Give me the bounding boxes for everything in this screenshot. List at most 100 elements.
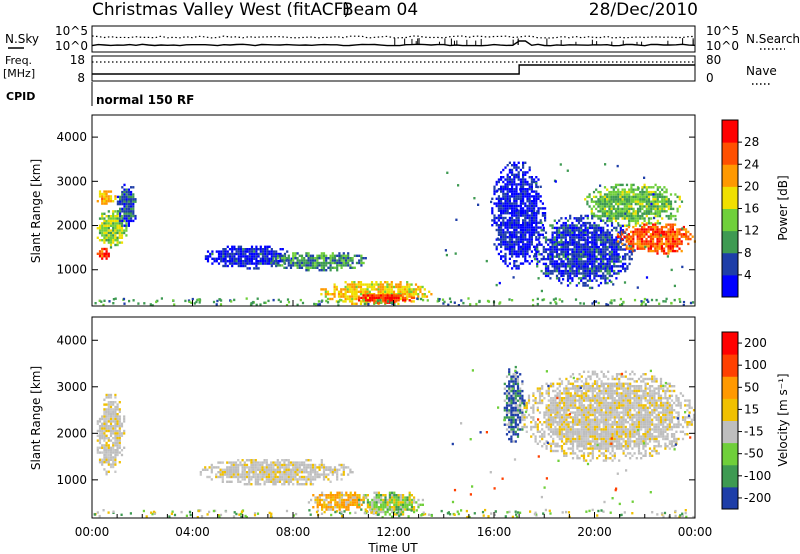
heatmap-cell (511, 178, 514, 181)
heatmap-cell (109, 222, 113, 225)
heatmap-cell (208, 475, 211, 479)
heatmap-cell (382, 494, 385, 497)
heatmap-cell (522, 209, 525, 212)
heatmap-cell (380, 501, 383, 504)
heatmap-cell (114, 461, 117, 464)
heatmap-cell (318, 496, 321, 499)
heatmap-cell (511, 250, 514, 253)
heatmap-cell (654, 193, 657, 196)
heatmap-cell (636, 247, 639, 250)
heatmap-cell (377, 296, 380, 300)
heatmap-cell (528, 166, 531, 169)
heatmap-cell (591, 214, 594, 218)
heatmap-cell (356, 496, 359, 499)
heatmap-cell (340, 478, 343, 481)
heatmap-cell (250, 466, 253, 469)
heatmap-cell (630, 242, 633, 246)
heatmap-cell (667, 200, 670, 203)
heatmap-cell (408, 494, 411, 497)
heatmap-cell (332, 498, 335, 502)
heatmap-cell (500, 197, 503, 200)
heatmap-cell (646, 298, 649, 302)
heatmap-cell (281, 459, 284, 462)
heatmap-cell (123, 229, 126, 232)
heatmap-cell (283, 461, 286, 464)
heatmap-cell (502, 192, 505, 196)
heatmap-cell (112, 446, 115, 449)
heatmap-cell (617, 214, 620, 218)
heatmap-cell (296, 303, 299, 307)
heatmap-cell (98, 429, 102, 433)
heatmap-cell (533, 202, 536, 205)
heatmap-cell (123, 231, 126, 235)
heatmap-cell (558, 233, 561, 237)
heatmap-cell (634, 219, 637, 223)
heatmap-cell (532, 411, 535, 414)
heatmap-cell (575, 241, 578, 244)
heatmap-cell (604, 279, 607, 282)
heatmap-cell (619, 198, 622, 201)
heatmap-cell (118, 422, 121, 425)
heatmap-cell (413, 510, 416, 514)
heatmap-cell (272, 298, 275, 302)
heatmap-cell (621, 262, 625, 266)
heatmap-cell (199, 471, 202, 474)
heatmap-cell (590, 212, 593, 215)
heatmap-cell (599, 236, 603, 239)
heatmap-cell (654, 222, 657, 225)
heatmap-cell (647, 190, 651, 194)
heatmap-cell (98, 190, 102, 193)
heatmap-cell (643, 210, 646, 213)
heatmap-cell (239, 252, 243, 256)
heatmap-cell (320, 288, 323, 291)
heatmap-cell (524, 248, 527, 251)
heatmap-cell (263, 483, 266, 486)
heatmap-cell (551, 236, 554, 239)
heatmap-cell (107, 401, 110, 404)
heatmap-cell (678, 247, 681, 250)
heatmap-cell (508, 430, 511, 434)
heatmap-cell (553, 267, 556, 270)
heatmap-cell (551, 248, 554, 251)
heatmap-cell (544, 219, 547, 222)
heatmap-cell (515, 202, 518, 205)
heatmap-cell (530, 183, 533, 186)
colorbar-swatch (722, 142, 738, 165)
heatmap-cell (281, 478, 284, 481)
heatmap-cell (564, 245, 567, 249)
heatmap-cell (652, 228, 655, 231)
heatmap-cell (519, 207, 522, 210)
heatmap-cell (375, 513, 378, 516)
heatmap-cell (636, 217, 640, 220)
heatmap-cell (362, 298, 365, 302)
heatmap-cell (502, 224, 505, 227)
heatmap-cell (314, 257, 317, 260)
heatmap-cell (685, 233, 688, 236)
heatmap-cell (206, 255, 210, 258)
heatmap-cell (639, 210, 642, 213)
heatmap-cell (309, 471, 312, 474)
heatmap-cell (406, 288, 409, 291)
heatmap-cell (549, 423, 553, 426)
heatmap-cell (547, 272, 550, 275)
heatmap-cell (674, 193, 677, 196)
heatmap-cell (123, 302, 126, 305)
heatmap-cell (228, 480, 231, 483)
heatmap-cell (637, 187, 640, 190)
heatmap-cell (593, 238, 596, 242)
heatmap-cell (606, 231, 609, 234)
heatmap-cell (523, 413, 526, 417)
heatmap-cell (100, 300, 103, 303)
heatmap-cell (96, 439, 99, 442)
heatmap-cell (109, 241, 113, 244)
heatmap-cell (630, 219, 633, 223)
heatmap-cell (628, 207, 631, 211)
heatmap-cell (604, 265, 607, 268)
heatmap-cell (264, 252, 267, 256)
heatmap-cell (109, 224, 113, 227)
heatmap-cell (283, 466, 286, 469)
heatmap-cell (658, 190, 662, 194)
heatmap-cell (514, 413, 517, 417)
heatmap-cell (513, 252, 516, 256)
heatmap-cell (118, 231, 121, 235)
